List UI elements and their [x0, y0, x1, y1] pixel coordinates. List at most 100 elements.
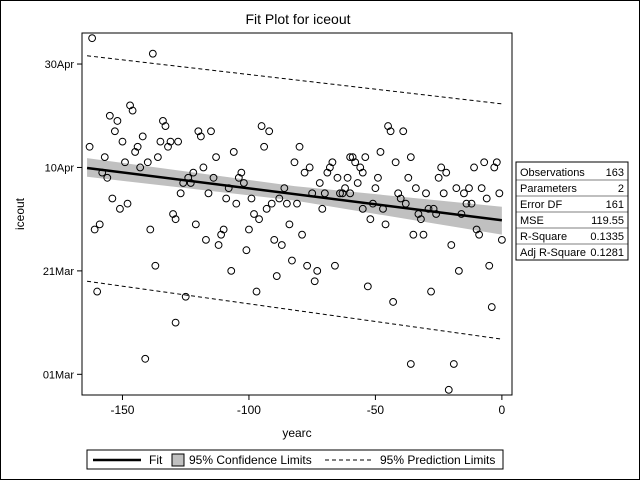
- data-point: [116, 204, 124, 213]
- data-point: [290, 158, 299, 167]
- data-point: [282, 199, 291, 208]
- data-point: [148, 49, 157, 58]
- data-point: [272, 272, 281, 280]
- data-point: [237, 168, 246, 177]
- y-axis-label: iceout: [13, 197, 27, 230]
- data-point: [417, 215, 425, 224]
- data-point: [434, 173, 443, 182]
- data-point: [439, 189, 448, 198]
- data-point: [151, 261, 160, 270]
- data-point: [156, 137, 165, 146]
- data-point: [495, 189, 504, 198]
- data-point: [212, 153, 220, 162]
- stat-value: 163: [606, 167, 624, 179]
- data-point: [310, 277, 319, 286]
- data-point: [336, 189, 344, 198]
- x-tick-label: -50: [367, 403, 385, 417]
- y-tick-label: 30Apr: [45, 59, 75, 71]
- data-point: [374, 173, 382, 182]
- data-point: [358, 168, 367, 177]
- stat-label: Parameters: [520, 183, 577, 195]
- data-point: [267, 199, 276, 208]
- data-point: [100, 153, 109, 162]
- prediction-limit-upper: [87, 55, 502, 105]
- data-point: [437, 163, 446, 172]
- data-point: [497, 235, 506, 244]
- data-point: [313, 266, 322, 275]
- data-point: [219, 225, 228, 234]
- data-point: [475, 230, 484, 239]
- prediction-limit-lower: [86, 280, 502, 340]
- axes: -150 -100 -50 0 01Mar 21Mar 10Apr 30Apr: [43, 59, 506, 417]
- data-point: [239, 179, 248, 187]
- data-point: [171, 215, 180, 224]
- data-point: [143, 158, 152, 167]
- data-point: [477, 184, 486, 193]
- data-point: [242, 246, 251, 255]
- legend: Fit 95% Confidence Limits 95% Prediction…: [86, 449, 504, 470]
- stat-value: 2: [618, 183, 624, 195]
- data-point: [343, 173, 352, 182]
- legend-confidence-swatch: [171, 453, 185, 467]
- data-point: [333, 173, 342, 182]
- data-point: [396, 194, 405, 203]
- data-point: [376, 148, 385, 156]
- x-axis-label: yearc: [282, 426, 311, 440]
- data-point: [189, 168, 198, 177]
- data-point: [318, 204, 327, 213]
- data-point: [257, 122, 266, 130]
- data-point: [288, 256, 296, 265]
- data-point: [270, 235, 279, 244]
- confidence-band: [87, 158, 502, 235]
- data-point: [265, 127, 274, 136]
- y-tick-label: 01Mar: [43, 369, 75, 381]
- data-point: [452, 184, 461, 193]
- data-point: [305, 163, 314, 172]
- data-point: [196, 132, 205, 141]
- data-point: [136, 163, 145, 172]
- data-point: [485, 261, 494, 270]
- data-point: [487, 303, 496, 311]
- data-point: [492, 158, 501, 167]
- data-point: [381, 220, 390, 229]
- data-point: [449, 360, 458, 368]
- data-point: [88, 34, 97, 43]
- data-point: [275, 194, 284, 203]
- stat-value: 119.55: [591, 215, 624, 227]
- data-point: [391, 158, 400, 167]
- data-point: [108, 194, 117, 203]
- data-point: [204, 189, 213, 198]
- data-point: [460, 189, 468, 198]
- data-point: [95, 220, 104, 229]
- data-point: [232, 199, 241, 208]
- data-point: [346, 189, 355, 198]
- y-tick-label: 10Apr: [45, 162, 75, 174]
- y-tick-label: 21Mar: [43, 266, 75, 278]
- data-point: [371, 184, 380, 193]
- data-point: [121, 158, 129, 167]
- data-point: [103, 173, 112, 182]
- data-point: [245, 225, 253, 234]
- data-point: [229, 148, 238, 156]
- data-point: [214, 241, 223, 249]
- data-point: [419, 230, 428, 239]
- data-point: [470, 163, 478, 172]
- data-point: [110, 127, 119, 136]
- stat-label: Adj R-Square: [520, 247, 586, 259]
- data-point: [366, 215, 375, 224]
- data-point: [113, 117, 122, 125]
- stat-label: Observations: [520, 167, 585, 179]
- data-point: [174, 137, 183, 146]
- data-point: [328, 158, 337, 167]
- data-point: [411, 184, 420, 193]
- data-point: [90, 225, 99, 234]
- data-point: [186, 179, 195, 187]
- data-point: [161, 122, 170, 130]
- fit-statistics-table: Observations 163 Parameters 2 Error DF 161 MSE…: [515, 161, 629, 261]
- data-point: [465, 184, 473, 193]
- data-point: [118, 137, 127, 146]
- data-point: [141, 354, 150, 363]
- data-point: [260, 142, 269, 151]
- stat-value: 0.1335: [590, 231, 624, 243]
- data-point: [353, 179, 362, 187]
